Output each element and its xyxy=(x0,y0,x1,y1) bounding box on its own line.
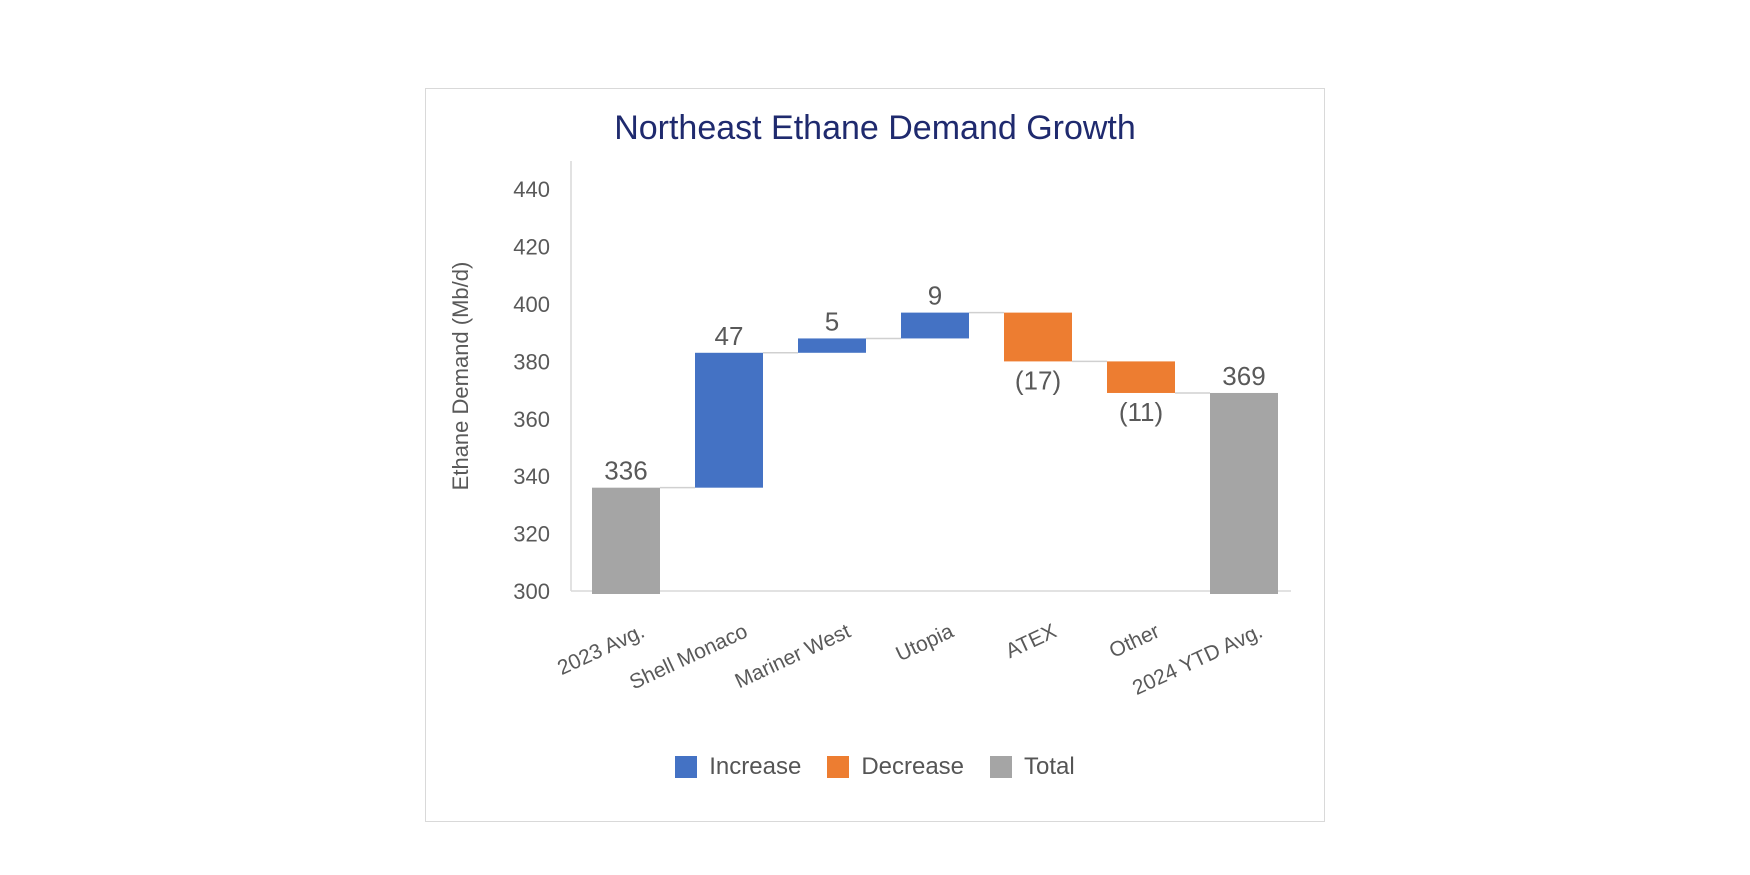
legend-swatch xyxy=(990,756,1013,778)
waterfall-chart: 300 320 340 360 380 400 420 440 Ethane Demand (M… xyxy=(448,161,1291,700)
legend-label: Decrease xyxy=(861,753,965,780)
bar-decrease xyxy=(1004,312,1072,362)
category-label: ATEX xyxy=(1002,620,1060,663)
data-label: (11) xyxy=(1119,397,1163,427)
category-label: Utopia xyxy=(892,620,957,667)
y-tick-label: 380 xyxy=(513,349,550,374)
chart-frame: Northeast Ethane Demand Growth 300 320 340… xyxy=(425,88,1325,822)
y-tick-label: 440 xyxy=(513,177,550,202)
bar-increase xyxy=(901,312,969,339)
data-label: 5 xyxy=(825,306,839,336)
y-tick-label: 340 xyxy=(513,464,550,489)
bar-increase xyxy=(695,352,763,488)
bar-increase xyxy=(798,338,866,353)
data-label: 336 xyxy=(604,456,647,486)
y-tick-label: 420 xyxy=(513,235,550,260)
y-tick-label: 320 xyxy=(513,522,550,547)
legend-swatch xyxy=(827,756,850,778)
bar-total xyxy=(592,487,660,594)
y-tick-label: 300 xyxy=(513,579,550,604)
legend-label: Total xyxy=(1024,753,1075,780)
legend-item-increase: Increase xyxy=(675,753,801,781)
y-tick-label: 360 xyxy=(513,407,550,432)
y-tick-label: 400 xyxy=(513,292,550,317)
bar-total xyxy=(1210,392,1278,594)
category-label: Other xyxy=(1106,620,1163,663)
legend-item-total: Total xyxy=(990,753,1075,781)
bar-decrease xyxy=(1107,361,1175,393)
legend-swatch xyxy=(675,756,698,778)
data-label: 9 xyxy=(928,281,942,311)
legend-label: Increase xyxy=(709,753,802,780)
category-label: Shell Monaco xyxy=(626,620,751,695)
chart-title: Northeast Ethane Demand Growth xyxy=(614,109,1136,147)
y-axis-title: Ethane Demand (Mb/d) xyxy=(448,262,473,491)
chart-legend: Increase Decrease Total xyxy=(426,753,1324,781)
data-label: (17) xyxy=(1015,365,1061,395)
category-label: Mariner West xyxy=(732,620,855,694)
data-label: 369 xyxy=(1222,361,1265,391)
legend-item-decrease: Decrease xyxy=(827,753,964,781)
data-label: 47 xyxy=(715,321,744,351)
